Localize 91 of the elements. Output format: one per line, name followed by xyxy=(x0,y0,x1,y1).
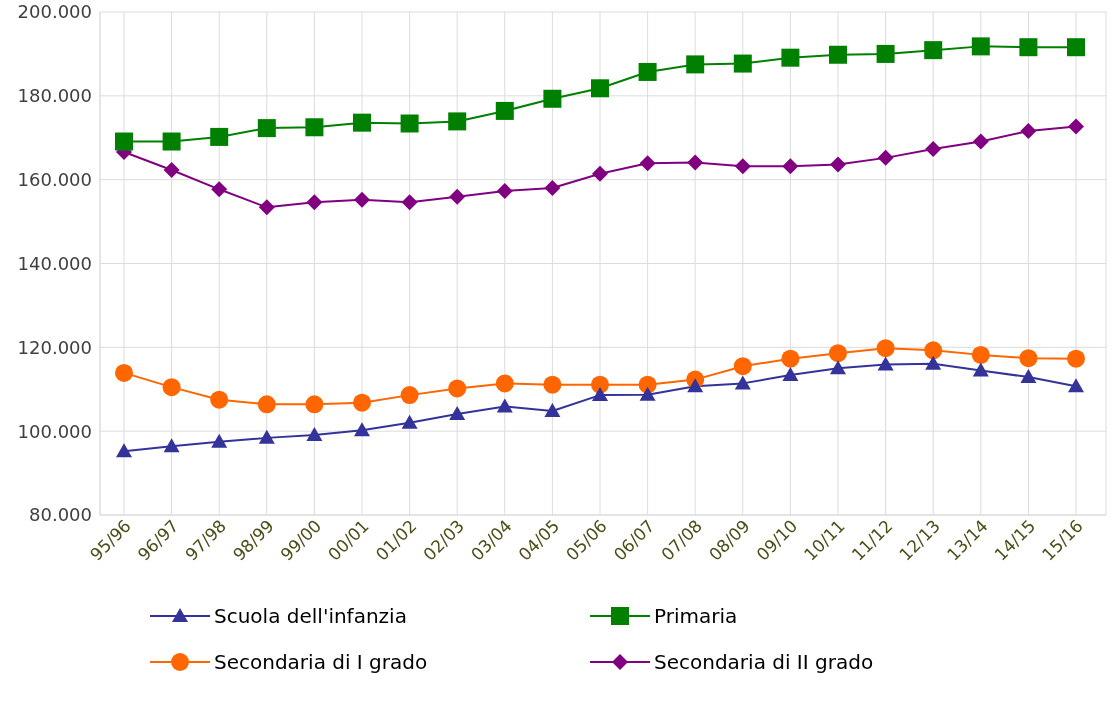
point xyxy=(639,155,656,172)
point xyxy=(496,398,513,413)
point xyxy=(210,127,229,146)
point xyxy=(591,79,609,98)
point xyxy=(925,355,942,370)
point xyxy=(1067,38,1085,57)
point xyxy=(877,149,894,166)
point xyxy=(876,339,895,358)
point xyxy=(163,438,180,453)
point xyxy=(353,113,371,132)
point xyxy=(305,118,324,137)
point xyxy=(306,194,323,211)
y-tick-label: 80.000 xyxy=(29,504,92,526)
point xyxy=(306,426,323,441)
point xyxy=(877,356,894,371)
point xyxy=(353,393,371,412)
point xyxy=(830,360,846,375)
point xyxy=(210,390,229,409)
point xyxy=(733,54,752,73)
point xyxy=(876,44,895,63)
point xyxy=(305,395,324,414)
point xyxy=(972,133,989,150)
point xyxy=(116,443,132,458)
point xyxy=(782,158,799,175)
point xyxy=(495,374,514,393)
point xyxy=(162,378,181,397)
point xyxy=(1067,349,1085,368)
y-tick-label: 160.000 xyxy=(17,169,92,191)
point xyxy=(449,188,466,205)
point xyxy=(163,162,180,179)
point xyxy=(638,62,657,81)
point xyxy=(734,158,751,175)
point xyxy=(1019,38,1038,57)
point xyxy=(639,386,656,401)
point xyxy=(544,403,561,418)
point xyxy=(1020,369,1037,384)
point xyxy=(971,37,990,56)
point xyxy=(543,89,562,108)
point xyxy=(829,344,847,363)
point xyxy=(544,180,561,197)
point xyxy=(448,112,467,131)
point xyxy=(211,433,228,448)
legend-label: Secondaria di I grado xyxy=(214,650,428,674)
point xyxy=(1019,349,1038,368)
legend-label: Primaria xyxy=(654,604,738,628)
point xyxy=(496,182,513,199)
point xyxy=(257,395,276,414)
point xyxy=(972,362,989,377)
point xyxy=(1068,378,1084,393)
point xyxy=(829,45,847,64)
point xyxy=(924,341,943,360)
legend-label: Secondaria di II grado xyxy=(654,650,874,674)
point xyxy=(686,55,705,74)
point xyxy=(687,378,704,393)
point xyxy=(448,379,467,398)
point xyxy=(401,194,418,211)
point xyxy=(592,165,608,182)
point xyxy=(354,422,370,437)
point xyxy=(781,349,800,368)
point xyxy=(257,119,276,138)
y-tick-label: 120.000 xyxy=(17,336,92,358)
y-tick-label: 200.000 xyxy=(17,1,92,23)
legend-label: Scuola dell'infanzia xyxy=(214,604,407,628)
point xyxy=(258,199,275,216)
y-tick-label: 180.000 xyxy=(17,85,92,107)
point xyxy=(733,357,752,376)
point xyxy=(115,132,133,151)
point xyxy=(782,367,799,381)
point xyxy=(971,345,990,364)
y-tick-label: 140.000 xyxy=(17,252,92,274)
point xyxy=(162,132,181,151)
point xyxy=(211,181,228,198)
point xyxy=(449,405,466,420)
point xyxy=(401,414,418,429)
point xyxy=(400,386,419,405)
point xyxy=(400,114,419,133)
point xyxy=(1020,123,1037,140)
point xyxy=(924,41,943,60)
point xyxy=(734,375,751,390)
point xyxy=(1068,118,1084,135)
y-tick-label: 100.000 xyxy=(17,420,92,442)
point xyxy=(543,375,562,394)
point xyxy=(592,387,608,402)
point xyxy=(354,191,370,208)
point xyxy=(258,429,275,444)
point xyxy=(495,101,514,120)
point xyxy=(115,363,133,382)
point xyxy=(687,154,704,171)
point xyxy=(781,48,800,67)
point xyxy=(830,156,846,173)
point xyxy=(925,141,942,158)
